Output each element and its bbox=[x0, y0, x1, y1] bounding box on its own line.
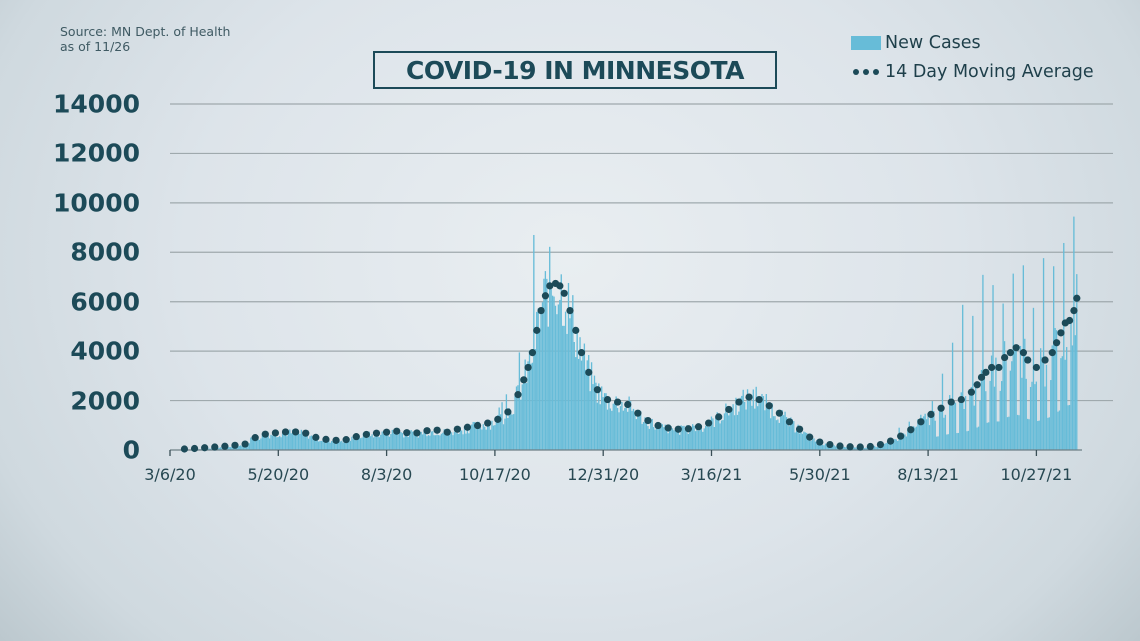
y-tick-label: 6000 bbox=[70, 287, 140, 317]
x-tick-label: 10/17/20 bbox=[458, 465, 531, 484]
x-tick-label: 8/13/21 bbox=[897, 465, 959, 484]
x-tick-label: 8/3/20 bbox=[360, 465, 413, 484]
legend-item-new-cases: New Cases bbox=[851, 28, 1094, 57]
x-tick-label: 5/30/21 bbox=[788, 465, 851, 484]
chart-title: COVID-19 IN MINNESOTA bbox=[406, 55, 744, 85]
y-tick-label: 8000 bbox=[70, 237, 140, 267]
chart-title-box: COVID-19 IN MINNESOTA bbox=[373, 51, 777, 89]
moving-average-dots bbox=[180, 279, 1081, 453]
new-cases-bars bbox=[183, 216, 1078, 450]
x-tick-label: 10/27/21 bbox=[1000, 465, 1073, 484]
x-tick-label: 12/31/20 bbox=[567, 465, 640, 484]
x-axis bbox=[169, 449, 1082, 456]
legend: New Cases 14 Day Moving Average bbox=[851, 28, 1094, 86]
y-tick-label: 0 bbox=[122, 435, 140, 465]
y-tick-label: 2000 bbox=[70, 386, 140, 416]
y-tick-label: 12000 bbox=[53, 138, 140, 168]
source-note: Source: MN Dept. of Health as of 11/26 bbox=[60, 24, 230, 54]
bar-swatch-icon bbox=[851, 35, 881, 50]
gridlines bbox=[170, 103, 1113, 402]
dotted-line-icon bbox=[851, 68, 881, 75]
source-line: Source: MN Dept. of Health bbox=[60, 24, 231, 39]
x-tick-label: 3/16/21 bbox=[680, 465, 743, 484]
legend-label: New Cases bbox=[885, 32, 981, 53]
x-tick-label: 3/6/20 bbox=[144, 465, 196, 484]
y-tick-label: 4000 bbox=[70, 336, 140, 366]
y-tick-label: 10000 bbox=[53, 188, 140, 218]
as-of-date: as of 11/26 bbox=[60, 39, 131, 54]
y-tick-label: 14000 bbox=[53, 89, 140, 119]
legend-label: 14 Day Moving Average bbox=[885, 61, 1094, 82]
x-tick-label: 5/20/20 bbox=[247, 465, 310, 484]
legend-item-moving-average: 14 Day Moving Average bbox=[851, 57, 1094, 86]
